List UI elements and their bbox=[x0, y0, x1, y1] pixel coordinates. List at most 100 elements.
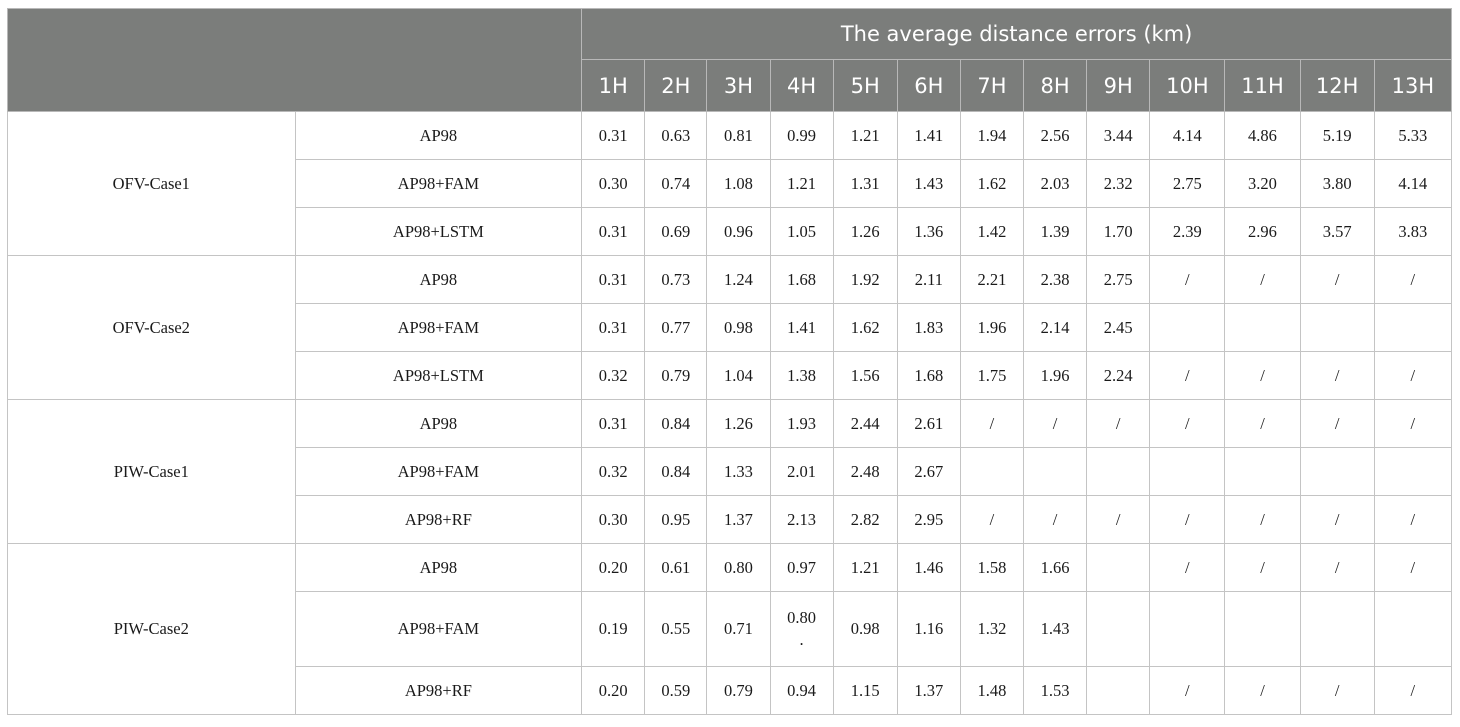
error-value-cell: 0.97 bbox=[769, 543, 834, 592]
error-value-cell: 0.32 bbox=[581, 351, 646, 400]
method-label: AP98+FAM bbox=[294, 447, 583, 496]
error-value-cell: 1.21 bbox=[769, 159, 834, 208]
error-value-cell: 2.01 bbox=[769, 447, 834, 496]
error-value-cell bbox=[1086, 543, 1151, 592]
error-value-cell: 1.58 bbox=[959, 543, 1025, 592]
error-value-cell: 1.41 bbox=[769, 303, 834, 352]
error-value-cell: 1.39 bbox=[1023, 207, 1088, 256]
error-value-cell: 0.31 bbox=[581, 399, 646, 448]
error-value-cell bbox=[1149, 447, 1226, 496]
error-value-cell: 0.31 bbox=[581, 207, 646, 256]
error-value-cell: 4.86 bbox=[1224, 111, 1301, 160]
table-row: OFV-Case2 AP98 0.31 0.73 1.24 1.68 1.92 2.11 2.2… bbox=[7, 255, 1453, 400]
error-value-cell: 1.37 bbox=[896, 666, 961, 715]
error-value-cell: 2.95 bbox=[896, 495, 961, 544]
error-value-cell: 1.42 bbox=[959, 207, 1025, 256]
error-value-cell: 0.55 bbox=[644, 591, 708, 667]
error-value-cell: 1.96 bbox=[1023, 351, 1088, 400]
error-value-cell: 2.32 bbox=[1086, 159, 1151, 208]
error-value-cell: 0.95 bbox=[644, 495, 708, 544]
error-value-cell: 1.96 bbox=[959, 303, 1025, 352]
error-value-cell: / bbox=[1224, 495, 1301, 544]
error-value-cell: 1.21 bbox=[832, 543, 898, 592]
error-value-cell: / bbox=[1224, 399, 1301, 448]
error-value-cell: 1.31 bbox=[832, 159, 898, 208]
hour-header: 6H bbox=[896, 59, 961, 112]
hour-header: 1H bbox=[581, 59, 646, 112]
hour-header: 12H bbox=[1299, 59, 1375, 112]
table-body: OFV-Case1 AP98 0.31 0.63 0.81 0.99 1.21 1.41 1.9… bbox=[7, 111, 1453, 715]
error-value-cell bbox=[1149, 591, 1226, 667]
error-value-cell: 2.56 bbox=[1023, 111, 1088, 160]
error-value-cell: / bbox=[1224, 351, 1301, 400]
error-value-cell: 1.43 bbox=[896, 159, 961, 208]
error-value-cell: 0.81 bbox=[706, 111, 771, 160]
error-value-cell bbox=[1086, 666, 1151, 715]
error-value-cell: 2.61 bbox=[896, 399, 961, 448]
error-value-cell bbox=[1299, 303, 1375, 352]
error-value-cell: 2.38 bbox=[1023, 255, 1088, 304]
hour-header: 3H bbox=[706, 59, 771, 112]
error-value-cell bbox=[1373, 303, 1453, 352]
error-value-cell bbox=[1224, 447, 1301, 496]
error-value-cell: / bbox=[1086, 399, 1151, 448]
error-value-cell: 1.21 bbox=[832, 111, 898, 160]
error-value-cell bbox=[1224, 303, 1301, 352]
error-value-cell: 1.33 bbox=[706, 447, 771, 496]
error-value-cell: 2.48 bbox=[832, 447, 898, 496]
error-value-cell: 1.05 bbox=[769, 207, 834, 256]
table-header: The average distance errors (km) 1H 2H 3H 4… bbox=[6, 8, 1453, 112]
error-value-cell: 1.62 bbox=[959, 159, 1025, 208]
error-value-cell: 1.38 bbox=[769, 351, 834, 400]
method-label: AP98+LSTM bbox=[294, 351, 583, 400]
hour-header: 11H bbox=[1224, 59, 1301, 112]
error-value-cell: / bbox=[1373, 351, 1453, 400]
error-value-cell: 3.57 bbox=[1299, 207, 1375, 256]
error-value-cell: 1.83 bbox=[896, 303, 961, 352]
error-value-cell: 0.73 bbox=[644, 255, 708, 304]
error-value-cell: 2.11 bbox=[896, 255, 961, 304]
table-row: PIW-Case2 AP98 0.20 0.61 0.80 0.97 1.21 1.46 1.5… bbox=[7, 543, 1453, 715]
error-value-cell: 0.80 bbox=[706, 543, 771, 592]
error-value-cell: 1.26 bbox=[706, 399, 771, 448]
error-value-cell: 0.31 bbox=[581, 111, 646, 160]
error-value-cell: 3.20 bbox=[1224, 159, 1301, 208]
error-value-cell: 0.77 bbox=[644, 303, 708, 352]
error-value-cell: 0.19 bbox=[581, 591, 646, 667]
hour-header: 2H bbox=[644, 59, 708, 112]
error-value-cell: 1.93 bbox=[769, 399, 834, 448]
table-row: AP98+FAM 0.32 0.84 1.33 2.01 2.48 2.67 bbox=[8, 447, 1453, 496]
error-value-cell: 2.67 bbox=[896, 447, 961, 496]
distance-error-table: The average distance errors (km) 1H 2H 3H 4… bbox=[6, 8, 1453, 715]
header-corner-cell bbox=[6, 8, 583, 112]
error-value-cell: / bbox=[1149, 399, 1226, 448]
error-value-cell: 1.24 bbox=[706, 255, 771, 304]
error-value-cell: 0.20 bbox=[581, 666, 646, 715]
table-row: AP98+LSTM 0.32 0.79 1.04 1.38 1.56 1.68 1.75 1.9… bbox=[8, 351, 1453, 400]
table-row: AP98+LSTM 0.31 0.69 0.96 1.05 1.26 1.36 1.42 1.3… bbox=[8, 207, 1453, 256]
error-value-cell: 0.30 bbox=[581, 159, 646, 208]
error-value-cell: 0.84 bbox=[644, 399, 708, 448]
error-value-cell: / bbox=[1224, 255, 1301, 304]
method-label: AP98+FAM bbox=[294, 159, 583, 208]
error-value-cell: 0.20 bbox=[581, 543, 646, 592]
error-value-cell: / bbox=[1373, 399, 1453, 448]
table-row: AP98+FAM 0.19 0.55 0.71 0.80 . 0.98 1.16 1.32 1.… bbox=[8, 591, 1453, 667]
method-label: AP98+FAM bbox=[294, 303, 583, 352]
error-value-cell: / bbox=[1299, 399, 1375, 448]
error-value-cell: / bbox=[1149, 666, 1226, 715]
method-label: AP98 bbox=[294, 255, 583, 304]
error-value-cell: 1.46 bbox=[896, 543, 961, 592]
case-label: PIW-Case1 bbox=[7, 399, 296, 544]
case-label: OFV-Case1 bbox=[7, 111, 296, 256]
error-value-cell: 2.96 bbox=[1224, 207, 1301, 256]
error-value-cell: 0.30 bbox=[581, 495, 646, 544]
case-label: OFV-Case2 bbox=[7, 255, 296, 400]
hour-header: 10H bbox=[1149, 59, 1226, 112]
error-value-cell: 5.19 bbox=[1299, 111, 1375, 160]
hour-header: 9H bbox=[1086, 59, 1151, 112]
method-label: AP98 bbox=[294, 543, 583, 592]
table-row: OFV-Case1 AP98 0.31 0.63 0.81 0.99 1.21 1.41 1.9… bbox=[7, 111, 1453, 256]
error-value-cell: / bbox=[1373, 255, 1453, 304]
error-value-cell: 1.16 bbox=[896, 591, 961, 667]
